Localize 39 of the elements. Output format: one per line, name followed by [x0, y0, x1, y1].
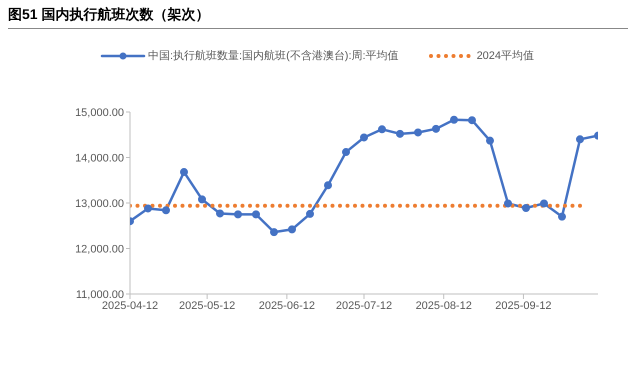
- point: [486, 136, 494, 145]
- point: [378, 125, 386, 134]
- point: [180, 168, 188, 176]
- y-tick-label: 13,000.00: [75, 198, 124, 210]
- x-tick-label: 2025-04-12: [102, 300, 158, 312]
- point: [396, 130, 404, 138]
- point: [216, 209, 224, 218]
- point: [342, 148, 350, 156]
- chart-title: 图51 国内执行航班次数（架次）: [8, 6, 628, 29]
- x-tick-label: 2025-08-12: [416, 300, 472, 312]
- x-tick-label: 2025-06-12: [258, 300, 315, 312]
- point: [234, 210, 242, 218]
- point: [252, 210, 260, 218]
- point: [450, 116, 458, 124]
- point: [288, 225, 296, 234]
- point: [270, 228, 278, 236]
- y-tick-label: 14,000.00: [75, 152, 124, 164]
- x-tick-label: 2025-09-12: [495, 300, 552, 312]
- point: [468, 116, 476, 124]
- point: [162, 206, 170, 214]
- x-tick-label: 2025-07-12: [336, 300, 392, 312]
- point: [360, 133, 368, 142]
- point: [522, 204, 530, 212]
- legend-label: 中国:执行航班数量:国内航班(不含港澳台):周:平均值: [148, 48, 399, 63]
- point: [576, 135, 584, 144]
- point: [324, 181, 332, 190]
- y-tick-label: 15,000.00: [75, 106, 124, 119]
- point: [414, 128, 422, 136]
- point: [540, 199, 548, 208]
- y-tick-label: 12,000.00: [75, 243, 124, 256]
- legend-label: 2024平均值: [476, 49, 534, 63]
- point: [198, 195, 206, 204]
- point: [504, 199, 512, 208]
- point: [432, 124, 440, 133]
- x-tick-label: 2025-05-12: [179, 300, 236, 312]
- point: [558, 212, 566, 221]
- y-tick-label: 11,000.00: [76, 288, 124, 301]
- point: [144, 204, 152, 212]
- point: [306, 210, 314, 218]
